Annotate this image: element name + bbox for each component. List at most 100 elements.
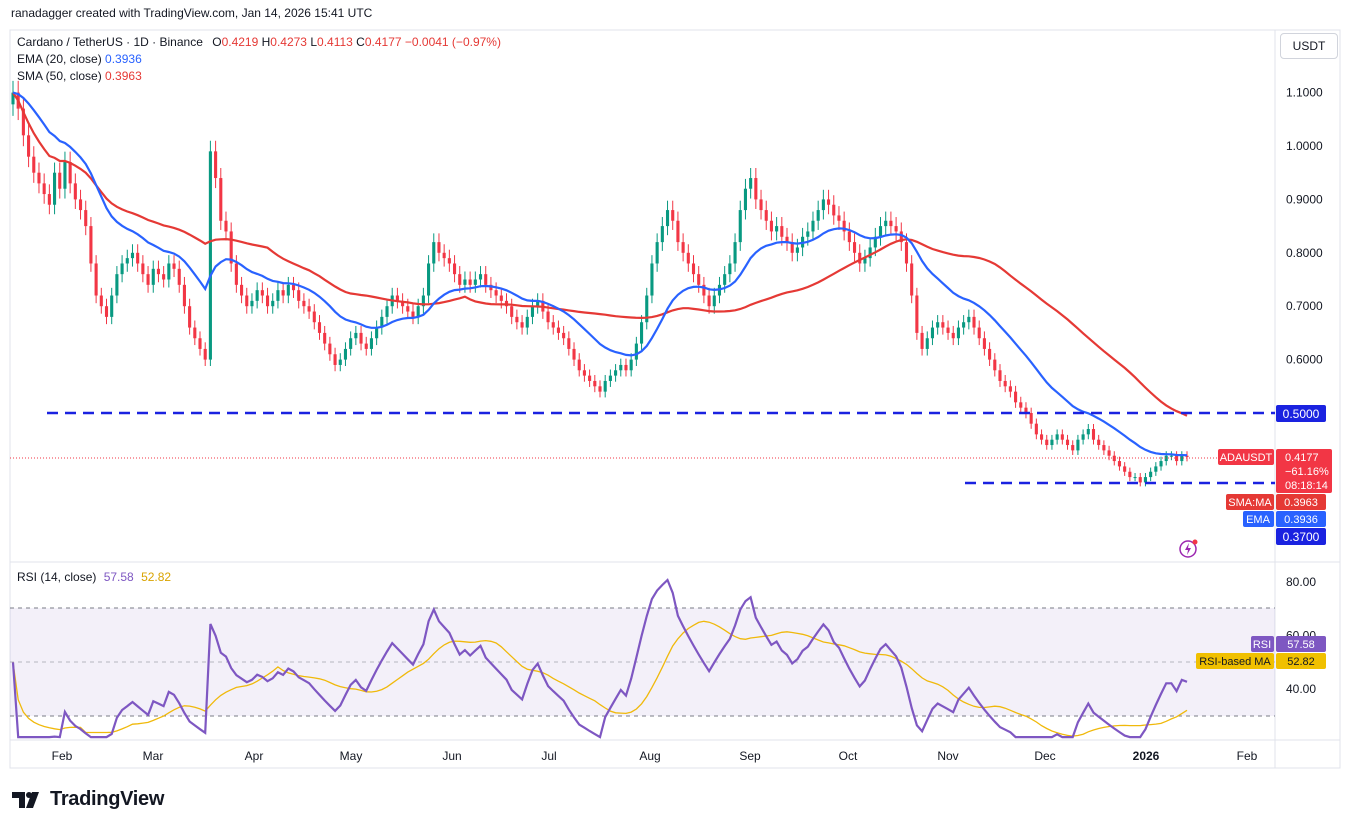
- time-tick-label: Jun: [442, 749, 461, 763]
- candle-body: [395, 295, 399, 301]
- chart-frame: [9, 29, 1341, 769]
- candle-body: [650, 263, 654, 296]
- candle-body: [655, 242, 659, 264]
- candle-body: [1138, 477, 1142, 483]
- candle-body: [702, 284, 706, 296]
- candle-body: [889, 220, 893, 227]
- currency-button[interactable]: USDT: [1280, 33, 1338, 59]
- candle-body: [504, 300, 509, 307]
- candle-body: [1050, 439, 1054, 446]
- tradingview-logo[interactable]: TradingView: [12, 788, 164, 811]
- candle-body: [551, 322, 555, 328]
- tag-ema: EMA 0.3936: [1243, 511, 1326, 527]
- candle-body: [1128, 471, 1132, 478]
- candle-body: [775, 226, 779, 232]
- time-tick-label: Feb: [1237, 749, 1258, 763]
- candle-body: [229, 231, 233, 264]
- ema-value: 0.3936: [105, 52, 142, 66]
- candle-body: [58, 172, 62, 189]
- candle-body: [94, 263, 98, 296]
- candle-body: [84, 210, 88, 227]
- candle-body: [32, 156, 36, 173]
- candle-body: [416, 306, 420, 317]
- candle-body: [1034, 423, 1038, 435]
- time-tick-label: Oct: [839, 749, 858, 763]
- candle-body: [89, 226, 93, 264]
- candle-body: [452, 263, 457, 275]
- candle-body: [286, 284, 290, 296]
- candle-body: [972, 316, 976, 328]
- rsi-tick-label: 40.00: [1286, 682, 1316, 696]
- price-axis: 1.1000 1.0000 0.9000 0.8000 0.7000 0.6000: [1286, 86, 1323, 367]
- tag-sma-value: 0.3963: [1284, 497, 1318, 509]
- candle-body: [276, 290, 280, 301]
- candle-body: [811, 220, 815, 232]
- candle-body: [878, 226, 883, 237]
- candle-body: [343, 348, 348, 360]
- tag-pct-text: −61.16%: [1285, 466, 1329, 478]
- candle-body: [63, 162, 67, 189]
- candle-body: [894, 226, 898, 232]
- candle-body: [1164, 455, 1168, 462]
- candle-body: [27, 135, 31, 157]
- tag-sma-label: SMA:MA: [1228, 497, 1272, 509]
- candle-body: [47, 194, 51, 205]
- candle-body: [608, 375, 612, 381]
- candle-body: [821, 199, 825, 211]
- candle-body: [868, 247, 872, 259]
- candle-body: [489, 284, 493, 291]
- candle-body: [458, 274, 462, 285]
- candle-body: [1019, 402, 1023, 408]
- candle-body: [99, 295, 103, 307]
- candle-body: [801, 236, 805, 248]
- candle-body: [686, 252, 690, 264]
- candle-body: [697, 274, 701, 285]
- candle-body: [115, 274, 119, 296]
- candle-body: [468, 279, 472, 285]
- candle-body: [1143, 477, 1147, 483]
- candle-body: [1060, 434, 1064, 440]
- ema-legend[interactable]: EMA (20, close) 0.3936: [17, 51, 501, 68]
- candle-body: [78, 199, 83, 211]
- candle-body: [806, 231, 810, 237]
- time-tick-label: Apr: [245, 749, 264, 763]
- candle-body: [260, 290, 264, 296]
- candle-body: [333, 354, 337, 365]
- sma-legend[interactable]: SMA (50, close) 0.3963: [17, 68, 501, 85]
- candle-body: [691, 263, 696, 275]
- symbol-row[interactable]: Cardano / TetherUS · 1D · Binance O0.421…: [17, 34, 501, 51]
- candle-body: [904, 242, 909, 264]
- candle-body: [1185, 455, 1189, 457]
- candles: [11, 80, 1189, 487]
- main-legend: Cardano / TetherUS · 1D · Binance O0.421…: [17, 34, 501, 85]
- candle-body: [930, 327, 935, 339]
- candle-body: [598, 386, 602, 392]
- candle-body: [816, 210, 820, 221]
- candle-body: [645, 295, 649, 323]
- ema-line: [12, 91, 1188, 457]
- time-tick-label: Mar: [143, 749, 164, 763]
- candle-body: [437, 242, 441, 253]
- candle-body: [120, 263, 124, 275]
- candle-body: [510, 306, 514, 317]
- candle-body: [780, 226, 784, 237]
- candle-body: [328, 343, 332, 355]
- candle-body: [567, 338, 571, 349]
- candle-body: [281, 290, 285, 296]
- candle-body: [156, 268, 161, 275]
- candle-body: [390, 295, 394, 307]
- candle-body: [624, 364, 628, 371]
- candle-body: [1008, 386, 1012, 392]
- candle-body: [37, 172, 41, 184]
- rsi-tick-label: 80.00: [1286, 575, 1316, 589]
- tag-0370: 0.3700: [1276, 528, 1326, 545]
- tradingview-brand: TradingView: [50, 788, 165, 810]
- candle-body: [1065, 439, 1070, 446]
- rsi-legend[interactable]: RSI (14, close) 57.58 52.82: [17, 570, 171, 584]
- candle-body: [203, 348, 207, 360]
- candle-body: [1086, 429, 1090, 435]
- candle-body: [733, 242, 737, 264]
- candle-body: [442, 252, 446, 259]
- candle-body: [1029, 413, 1033, 424]
